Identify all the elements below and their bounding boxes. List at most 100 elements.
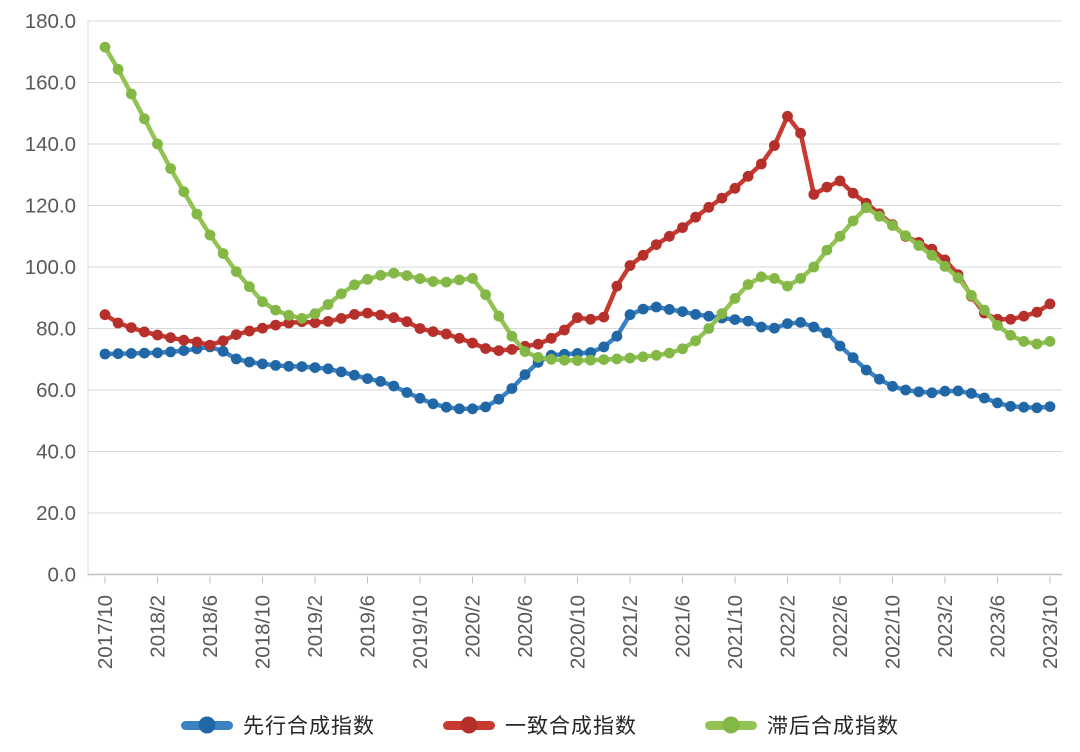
series-marker-2: [598, 354, 610, 365]
series-marker-1: [782, 110, 793, 122]
series-marker-2: [467, 273, 478, 284]
series-marker-2: [887, 220, 898, 231]
series-marker-2: [637, 351, 649, 363]
series-marker-0: [467, 403, 478, 415]
series-marker-0: [729, 314, 741, 325]
series-marker-0: [992, 397, 1003, 409]
series-marker-1: [480, 343, 491, 354]
series-marker-2: [204, 229, 216, 241]
y-axis-tick-label: 0.0: [48, 564, 77, 587]
series-marker-0: [795, 317, 806, 328]
series-marker-2: [585, 354, 596, 366]
series-marker-1: [572, 312, 583, 324]
series-marker-1: [729, 182, 741, 194]
series-marker-2: [913, 240, 925, 251]
series-marker-2: [742, 279, 754, 290]
series-marker-2: [795, 273, 806, 284]
x-axis-tick-label: 2023/2: [934, 595, 957, 658]
legend-marker-lagging-icon: [705, 716, 757, 734]
series-marker-0: [742, 315, 754, 327]
series-marker-2: [217, 248, 229, 259]
series-marker-0: [112, 348, 124, 360]
series-marker-0: [1031, 402, 1043, 414]
series-marker-1: [664, 230, 675, 242]
series-marker-2: [99, 41, 111, 53]
x-axis-tick-label: 2020/10: [567, 595, 590, 669]
y-axis-tick-label: 100.0: [25, 256, 76, 279]
series-marker-2: [847, 215, 859, 227]
series-marker-0: [834, 340, 846, 352]
series-marker-0: [257, 358, 268, 370]
series-marker-1: [1005, 313, 1016, 325]
series-marker-0: [874, 373, 885, 385]
series-marker-1: [545, 332, 557, 344]
series-marker-0: [979, 392, 990, 404]
chart-legend: 先行合成指数 一致合成指数 滞后合成指数: [0, 700, 1080, 750]
series-marker-2: [414, 273, 426, 285]
series-marker-1: [677, 222, 688, 234]
x-axis-tick-label: 2023/6: [987, 595, 1010, 658]
series-marker-2: [860, 202, 872, 214]
series-marker-1: [624, 260, 636, 271]
series-marker-1: [1044, 298, 1056, 310]
x-axis-tick-label: 2022/6: [829, 595, 852, 658]
series-marker-2: [900, 230, 911, 242]
series-marker-1: [637, 249, 649, 261]
series-marker-0: [230, 353, 242, 365]
series-marker-1: [716, 192, 728, 204]
series-marker-1: [427, 326, 439, 337]
series-marker-2: [454, 274, 465, 286]
series-marker-0: [703, 310, 715, 322]
series-marker-0: [217, 345, 229, 357]
x-axis-tick-label: 2019/10: [409, 595, 432, 669]
x-axis-tick-label: 2021/6: [672, 595, 695, 658]
series-marker-2: [493, 310, 505, 322]
series-marker-0: [900, 384, 911, 396]
legend-item-leading: 先行合成指数: [181, 710, 375, 740]
series-marker-2: [480, 289, 491, 301]
series-marker-2: [703, 323, 715, 334]
series-marker-2: [388, 267, 400, 279]
x-axis-tick-label: 2019/6: [357, 595, 380, 658]
series-marker-1: [821, 181, 833, 193]
series-marker-2: [808, 261, 820, 273]
series-marker-0: [283, 360, 295, 372]
series-marker-0: [808, 321, 820, 333]
series-marker-1: [335, 313, 347, 324]
series-marker-1: [375, 309, 386, 321]
series-marker-0: [1044, 401, 1056, 412]
series-marker-0: [637, 303, 649, 315]
series-marker-2: [283, 309, 295, 321]
series-marker-2: [716, 308, 728, 320]
y-axis-tick-label: 40.0: [36, 441, 76, 464]
series-marker-2: [362, 273, 373, 285]
series-marker-0: [427, 398, 439, 410]
series-marker-2: [335, 288, 347, 300]
series-marker-0: [677, 306, 688, 317]
series-marker-1: [493, 345, 505, 356]
series-marker-0: [769, 322, 780, 334]
series-marker-0: [165, 346, 177, 358]
series-marker-0: [821, 327, 833, 339]
series-marker-2: [152, 138, 163, 150]
series-marker-0: [664, 304, 675, 315]
series-marker-1: [283, 317, 295, 329]
series-marker-0: [152, 347, 163, 359]
series-marker-1: [165, 332, 177, 344]
series-marker-1: [440, 328, 452, 340]
x-axis-tick-label: 2018/10: [252, 595, 275, 669]
series-marker-2: [178, 186, 190, 198]
series-marker-2: [782, 280, 793, 292]
series-marker-0: [965, 388, 977, 399]
series-marker-2: [979, 304, 990, 316]
series-marker-1: [349, 309, 360, 320]
series-marker-1: [388, 312, 400, 324]
series-marker-1: [99, 309, 111, 321]
series-marker-2: [1044, 336, 1056, 347]
series-marker-2: [257, 296, 268, 308]
series-marker-0: [493, 393, 505, 405]
x-axis-tick-label: 2018/6: [199, 595, 222, 658]
series-marker-1: [309, 317, 321, 329]
series-marker-0: [913, 386, 925, 398]
series-marker-2: [165, 163, 177, 175]
